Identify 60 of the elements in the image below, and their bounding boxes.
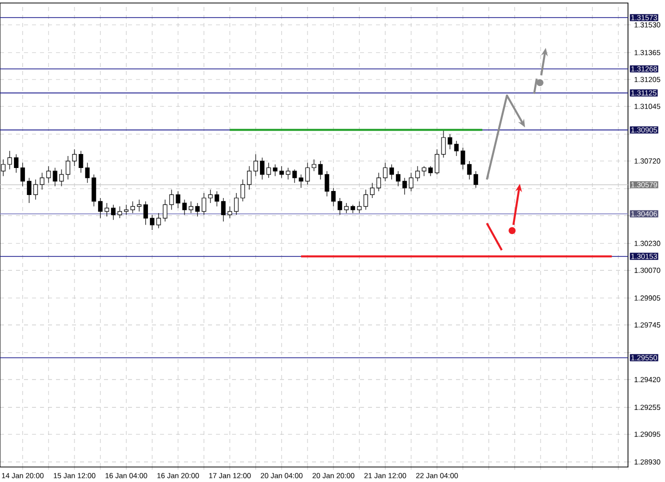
candlestick [40,172,44,190]
candlestick [292,169,297,184]
candlestick [156,212,161,229]
candlestick [104,202,110,217]
candlestick [298,174,304,188]
candlestick [130,201,135,214]
candlestick [331,188,336,207]
candlestick [221,198,226,222]
candlestick [26,178,32,204]
candlestick [214,190,220,207]
candlestick [247,166,252,190]
candlestick [338,198,342,216]
candlestick [396,170,400,187]
candlestick [415,166,420,182]
candlestick [111,204,116,220]
candlestick [402,178,407,195]
candlestick [364,189,368,210]
candlestick [279,166,284,178]
candlestick [98,198,103,218]
candlestick [448,134,452,150]
candlestick [85,162,90,184]
candlestick [344,202,349,214]
candlestick [260,157,264,180]
candlestick [124,204,128,216]
candlestick [228,206,232,218]
candlestick [92,174,96,207]
candlestick [143,201,148,226]
candlestick [78,150,84,174]
candlestick [272,164,278,176]
candlestick [422,166,426,176]
candlestick [389,164,394,180]
candlestick [376,172,381,192]
candlestick [169,189,174,210]
candlestick [136,199,142,212]
candlestick [460,147,466,170]
candlestick [454,140,459,156]
candlestick [150,214,154,230]
candlestick [208,189,213,204]
candlestick [20,162,25,187]
candlestick [467,160,472,180]
candlestick [324,170,330,197]
candlestick [202,192,206,216]
candlestick [408,172,414,192]
candlestick [350,204,356,214]
candlestick [234,192,239,216]
candlestick [357,201,362,214]
candlestick [14,154,18,174]
candlestick [118,206,122,218]
candlestick [162,199,168,222]
candlestick [474,170,478,188]
candlestick [370,182,375,198]
candlestick [286,167,290,180]
candlestick [240,179,246,202]
candlestick [382,162,388,182]
candlestick [33,179,38,200]
candlestick [253,154,258,176]
candlestick [176,190,180,208]
candlestick [7,150,12,170]
candlestick [266,162,271,178]
candlestick [46,166,51,184]
